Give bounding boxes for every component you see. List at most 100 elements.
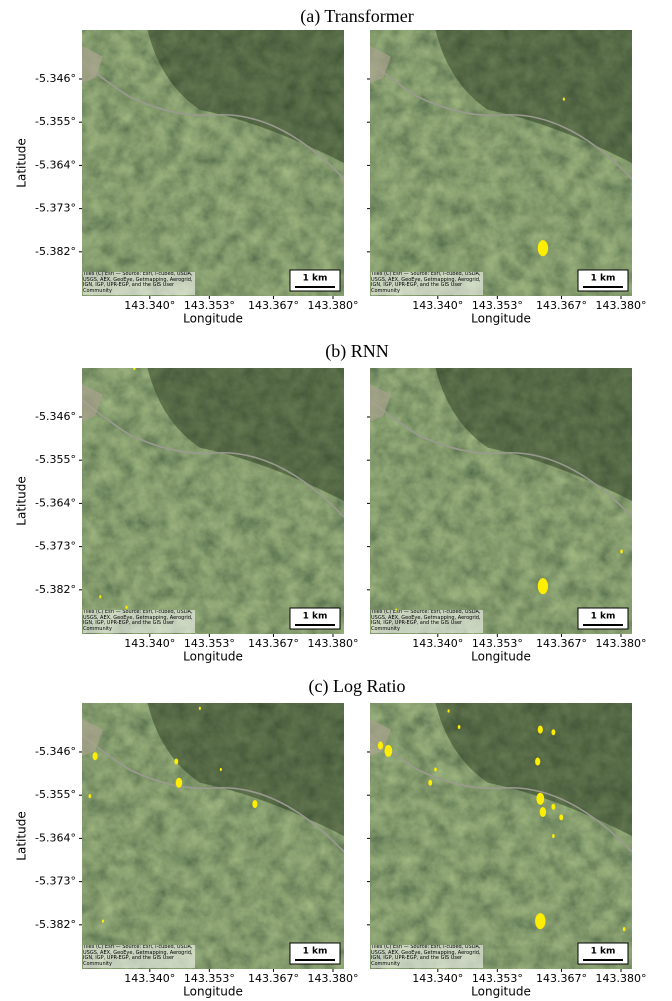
x-tick-label: 143.367°: [248, 972, 299, 985]
panel-title: (c) Log Ratio: [309, 676, 406, 697]
forest-texture: [82, 703, 344, 969]
detection: [133, 366, 136, 370]
detection: [378, 742, 383, 750]
y-axis-label: Latitude: [15, 811, 29, 860]
y-tick-label: -5.346°: [35, 410, 76, 423]
map-panel: Tiles (C) Esri — Source: Esri, i-cubed, …: [82, 703, 344, 969]
x-tick-label: 143.367°: [536, 299, 587, 312]
forest-texture: [370, 30, 632, 296]
attribution: Tiles (C) Esri — Source: Esri, i-cubed, …: [371, 945, 481, 967]
y-tick-label: -5.355°: [35, 115, 76, 128]
x-tick-label: 143.380°: [308, 299, 359, 312]
x-tick-label: 143.380°: [596, 299, 647, 312]
detection: [538, 726, 543, 734]
map-panel: Tiles (C) Esri — Source: Esri, i-cubed, …: [370, 30, 632, 296]
detection: [559, 814, 563, 820]
scale-label: 1 km: [591, 947, 616, 957]
detection: [552, 834, 555, 838]
x-axis-label: Longitude: [183, 312, 243, 326]
y-tick-label: -5.373°: [35, 202, 76, 215]
forest-texture: [370, 368, 632, 634]
attribution-box: Tiles (C) Esri — Source: Esri, i-cubed, …: [371, 945, 481, 968]
attribution: Tiles (C) Esri — Source: Esri, i-cubed, …: [83, 945, 193, 967]
x-axis-label: Longitude: [471, 985, 531, 999]
scale-label: 1 km: [591, 612, 616, 622]
detection: [99, 595, 101, 598]
map-panel: Tiles (C) Esri — Source: Esri, i-cubed, …: [370, 368, 632, 634]
map-panel: Tiles (C) Esri — Source: Esri, i-cubed, …: [370, 703, 632, 969]
forest-texture: [82, 30, 344, 296]
x-tick-label: 143.340°: [412, 299, 463, 312]
x-tick-label: 143.353°: [472, 637, 523, 650]
detection: [252, 800, 257, 808]
x-tick-label: 143.380°: [308, 637, 359, 650]
x-axis-label: Longitude: [471, 650, 531, 664]
x-tick-label: 143.367°: [248, 637, 299, 650]
y-tick-label: -5.382°: [35, 918, 76, 931]
detection: [535, 758, 540, 766]
y-tick-label: -5.346°: [35, 72, 76, 85]
imagery: [82, 366, 344, 634]
detection: [458, 725, 461, 729]
attribution: Tiles (C) Esri — Source: Esri, i-cubed, …: [83, 272, 193, 294]
scale-label: 1 km: [591, 274, 616, 284]
x-tick-label: 143.340°: [412, 637, 463, 650]
x-axis-label: Longitude: [183, 650, 243, 664]
attribution: Tiles (C) Esri — Source: Esri, i-cubed, …: [83, 610, 193, 632]
attribution: Tiles (C) Esri — Source: Esri, i-cubed, …: [371, 272, 481, 294]
detection: [199, 707, 201, 710]
x-axis-label: Longitude: [471, 312, 531, 326]
imagery: [82, 703, 344, 969]
x-tick-label: 143.340°: [124, 299, 175, 312]
x-tick-label: 143.380°: [308, 972, 359, 985]
y-axis-label: Latitude: [15, 476, 29, 525]
x-tick-label: 143.353°: [184, 299, 235, 312]
x-tick-label: 143.340°: [412, 972, 463, 985]
y-tick-label: -5.382°: [35, 245, 76, 258]
attribution-box: Tiles (C) Esri — Source: Esri, i-cubed, …: [83, 610, 193, 633]
detection: [535, 913, 545, 929]
imagery: [370, 30, 632, 296]
y-axis-label: Latitude: [15, 138, 29, 187]
scale-label: 1 km: [303, 612, 328, 622]
y-tick-label: -5.364°: [35, 831, 76, 844]
detection: [540, 807, 547, 817]
detection: [536, 793, 544, 805]
detection: [538, 578, 548, 594]
x-tick-label: 143.380°: [596, 637, 647, 650]
x-tick-label: 143.367°: [536, 972, 587, 985]
x-tick-label: 143.353°: [472, 972, 523, 985]
detection: [102, 920, 104, 923]
y-tick-label: -5.373°: [35, 875, 76, 888]
x-tick-label: 143.367°: [536, 637, 587, 650]
forest-texture: [82, 368, 344, 634]
detection: [428, 780, 432, 786]
x-tick-label: 143.353°: [472, 299, 523, 312]
attribution-box: Tiles (C) Esri — Source: Esri, i-cubed, …: [83, 272, 193, 295]
imagery: [370, 368, 632, 634]
detection: [620, 550, 623, 554]
x-tick-label: 143.380°: [596, 972, 647, 985]
detection: [174, 759, 178, 765]
detection: [551, 729, 555, 735]
detection: [448, 709, 450, 712]
y-tick-label: -5.382°: [35, 583, 76, 596]
panel-title: (a) Transformer: [300, 6, 413, 27]
y-tick-label: -5.346°: [35, 745, 76, 758]
imagery: [82, 30, 344, 296]
imagery: [370, 703, 632, 969]
detection: [89, 794, 92, 798]
detection: [176, 778, 183, 788]
figure: (a) Transformer Tiles (C) Esri — Source: …: [0, 0, 672, 1001]
detection: [623, 927, 626, 931]
y-tick-label: -5.364°: [35, 496, 76, 509]
x-tick-label: 143.353°: [184, 972, 235, 985]
attribution-box: Tiles (C) Esri — Source: Esri, i-cubed, …: [371, 272, 481, 295]
y-tick-label: -5.355°: [35, 788, 76, 801]
detection: [538, 240, 548, 256]
y-tick-label: -5.373°: [35, 540, 76, 553]
detection: [551, 804, 555, 810]
attribution-box: Tiles (C) Esri — Source: Esri, i-cubed, …: [83, 945, 193, 968]
y-tick-label: -5.364°: [35, 158, 76, 171]
scale-label: 1 km: [303, 274, 328, 284]
